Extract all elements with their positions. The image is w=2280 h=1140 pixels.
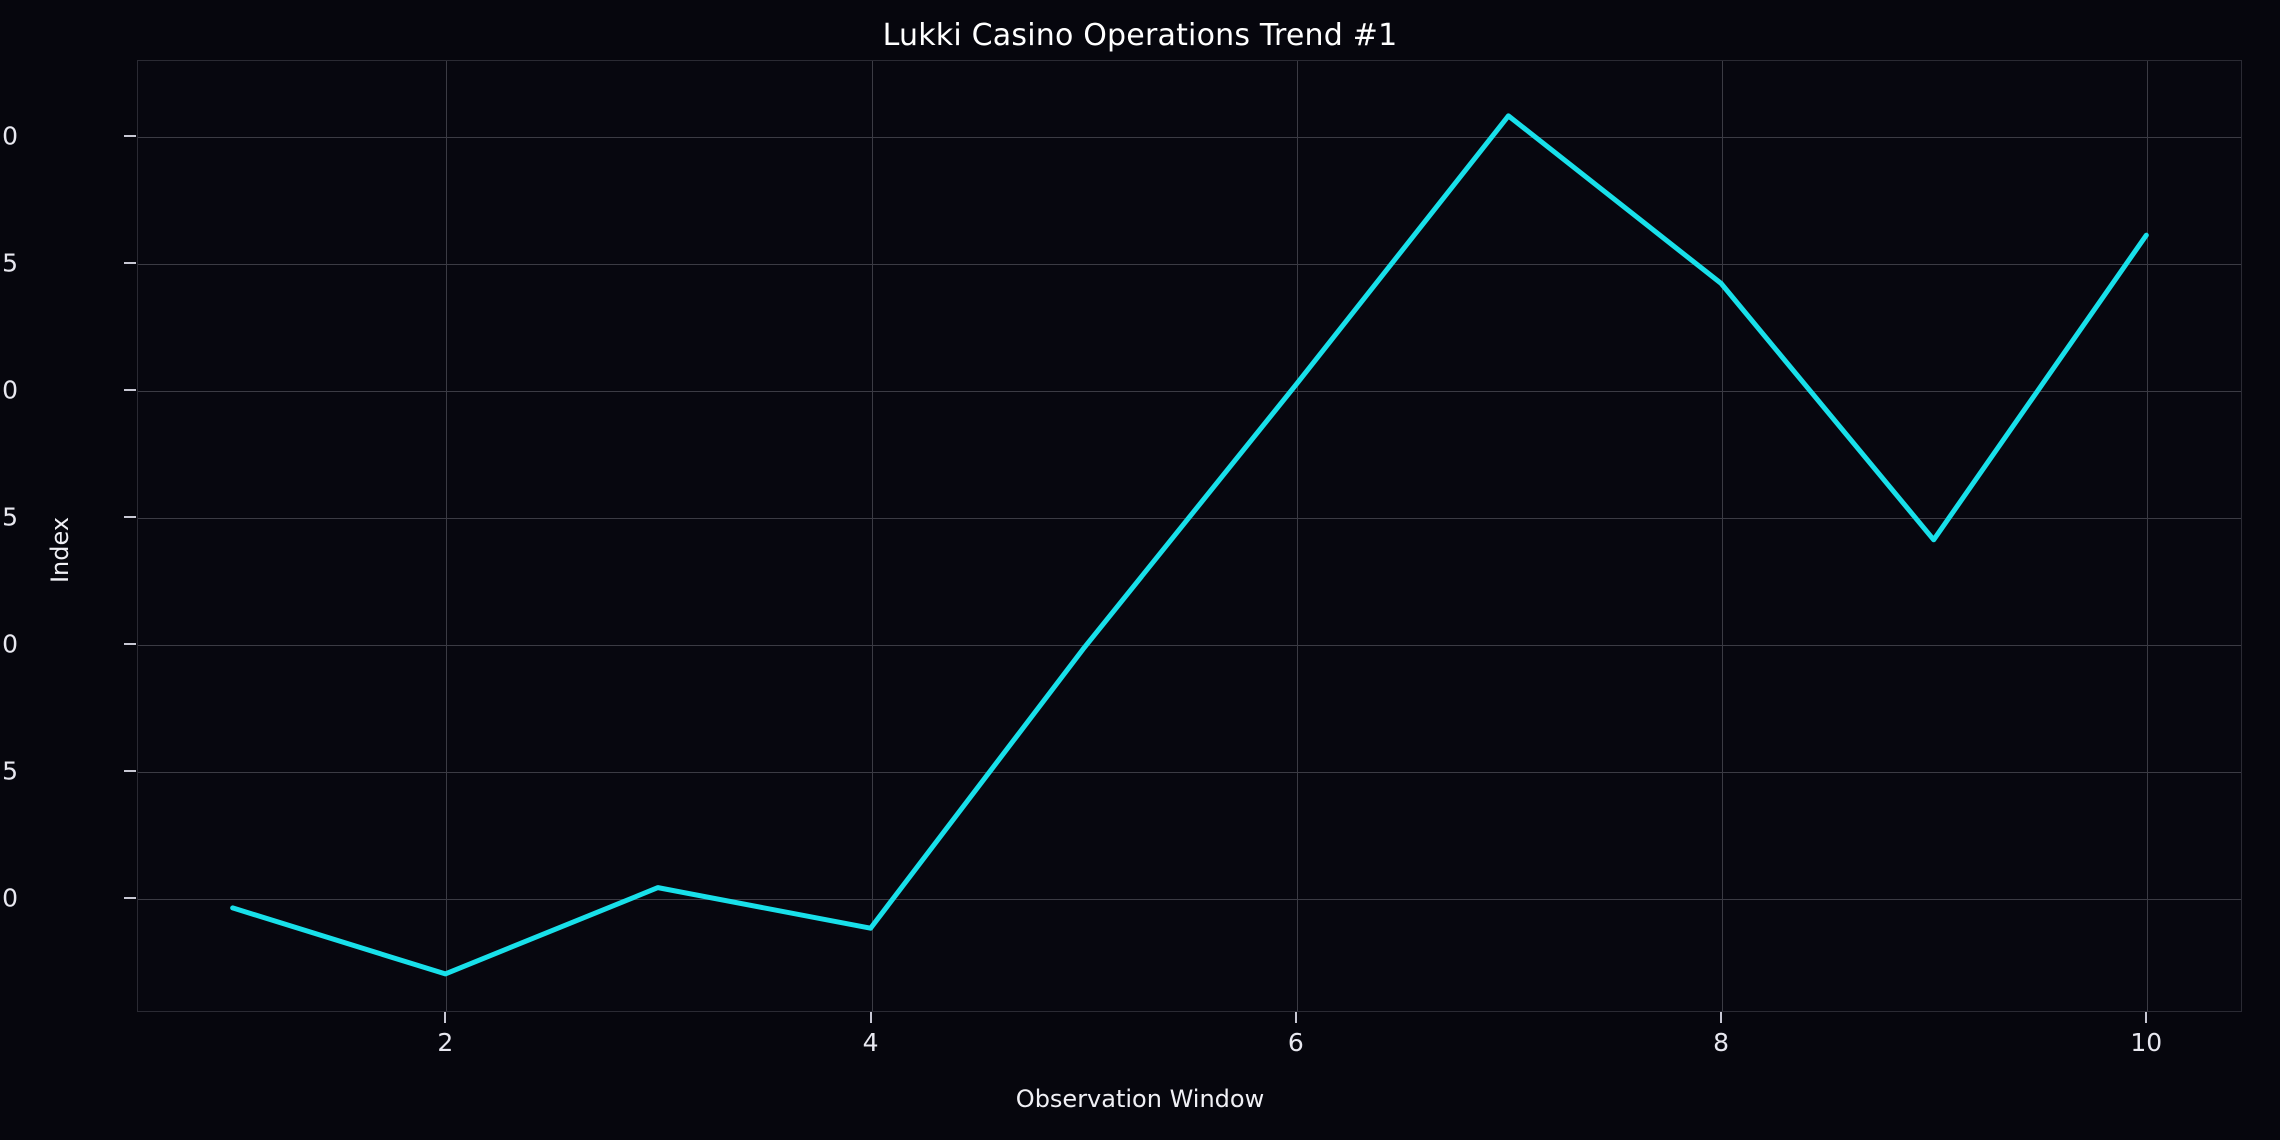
y-tick-mark bbox=[124, 389, 136, 392]
gridline-horizontal bbox=[138, 898, 2241, 900]
y-tick-label: 14.0 bbox=[0, 121, 18, 151]
gridline-vertical bbox=[1296, 61, 1298, 1011]
y-tick-mark bbox=[124, 135, 136, 138]
x-tick-mark bbox=[1294, 1012, 1297, 1023]
x-tick-mark bbox=[2145, 1012, 2148, 1023]
y-tick-label: 13.0 bbox=[0, 375, 18, 405]
x-axis-label: Observation Window bbox=[1015, 1085, 1265, 1113]
gridline-vertical bbox=[1722, 61, 1724, 1011]
chart-title: Lukki Casino Operations Trend #1 bbox=[882, 18, 1398, 53]
x-tick-mark bbox=[1720, 1012, 1723, 1023]
x-tick-label: 10 bbox=[2130, 1028, 2163, 1057]
gridline-horizontal bbox=[138, 644, 2241, 646]
gridline-horizontal bbox=[138, 771, 2241, 773]
y-tick-mark bbox=[124, 896, 136, 899]
x-tick-label: 2 bbox=[437, 1028, 454, 1057]
y-tick-mark bbox=[124, 262, 136, 265]
x-tick-label: 8 bbox=[1713, 1028, 1730, 1057]
y-tick-mark bbox=[124, 642, 136, 645]
y-axis-label: Index bbox=[46, 516, 74, 584]
x-tick-mark bbox=[444, 1012, 447, 1023]
gridline-horizontal bbox=[138, 517, 2241, 519]
y-tick-label: 11.5 bbox=[0, 756, 18, 786]
y-tick-mark bbox=[124, 769, 136, 772]
y-tick-mark bbox=[124, 515, 136, 518]
gridline-horizontal bbox=[138, 264, 2241, 266]
x-tick-mark bbox=[869, 1012, 872, 1023]
gridline-vertical bbox=[2147, 61, 2149, 1011]
gridline-vertical bbox=[446, 61, 448, 1011]
y-tick-label: 12.0 bbox=[0, 629, 18, 659]
y-tick-label: 12.5 bbox=[0, 502, 18, 532]
plot-area bbox=[137, 60, 2242, 1012]
x-tick-label: 4 bbox=[862, 1028, 879, 1057]
y-tick-label: 13.5 bbox=[0, 248, 18, 278]
y-tick-label: 11.0 bbox=[0, 883, 18, 913]
gridline-horizontal bbox=[138, 137, 2241, 139]
gridline-horizontal bbox=[138, 391, 2241, 393]
gridline-vertical bbox=[871, 61, 873, 1011]
x-tick-label: 6 bbox=[1287, 1028, 1304, 1057]
